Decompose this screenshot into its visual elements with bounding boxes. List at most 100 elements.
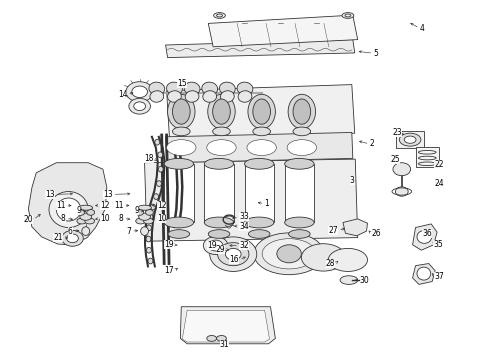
Ellipse shape <box>168 94 195 129</box>
Text: 26: 26 <box>371 229 381 238</box>
Ellipse shape <box>77 218 87 224</box>
Ellipse shape <box>220 91 234 102</box>
Ellipse shape <box>146 236 151 242</box>
Ellipse shape <box>289 230 310 238</box>
Ellipse shape <box>393 163 411 176</box>
Ellipse shape <box>82 227 90 235</box>
Text: 8: 8 <box>61 214 66 223</box>
Polygon shape <box>28 163 107 245</box>
Ellipse shape <box>158 152 163 158</box>
Ellipse shape <box>134 102 146 111</box>
Ellipse shape <box>417 230 432 243</box>
Ellipse shape <box>168 230 190 238</box>
Bar <box>396 131 424 148</box>
Ellipse shape <box>149 82 165 95</box>
Ellipse shape <box>150 204 155 210</box>
Ellipse shape <box>164 158 194 169</box>
Ellipse shape <box>138 205 151 210</box>
Ellipse shape <box>208 230 230 238</box>
Ellipse shape <box>80 213 92 220</box>
Text: 11: 11 <box>114 201 123 210</box>
Polygon shape <box>208 15 358 47</box>
Ellipse shape <box>342 13 354 18</box>
Ellipse shape <box>214 13 225 18</box>
Ellipse shape <box>208 94 235 129</box>
Ellipse shape <box>167 82 182 95</box>
Ellipse shape <box>225 248 241 260</box>
Ellipse shape <box>154 194 159 199</box>
Ellipse shape <box>79 205 93 210</box>
Bar <box>245 164 274 222</box>
Ellipse shape <box>202 82 218 95</box>
Ellipse shape <box>224 216 234 223</box>
Ellipse shape <box>126 82 153 102</box>
Ellipse shape <box>185 91 199 102</box>
Bar <box>164 164 194 222</box>
Ellipse shape <box>253 127 270 136</box>
Text: 12: 12 <box>100 201 109 210</box>
Ellipse shape <box>328 248 368 271</box>
Text: 9: 9 <box>134 206 139 215</box>
Ellipse shape <box>208 240 223 251</box>
Ellipse shape <box>238 91 252 102</box>
Text: 2: 2 <box>369 139 374 148</box>
Ellipse shape <box>157 181 162 186</box>
Ellipse shape <box>129 98 150 114</box>
Ellipse shape <box>404 136 416 143</box>
Ellipse shape <box>168 91 181 102</box>
Text: 34: 34 <box>239 222 249 231</box>
Polygon shape <box>413 224 437 250</box>
Text: 4: 4 <box>419 23 424 32</box>
Ellipse shape <box>62 230 83 246</box>
Ellipse shape <box>293 99 311 124</box>
Ellipse shape <box>245 158 274 169</box>
Polygon shape <box>180 307 275 344</box>
Ellipse shape <box>207 140 236 156</box>
Text: 29: 29 <box>216 245 225 253</box>
Text: 18: 18 <box>145 154 154 163</box>
Ellipse shape <box>184 82 200 95</box>
Bar <box>416 147 439 167</box>
Ellipse shape <box>301 244 345 271</box>
Ellipse shape <box>144 218 153 224</box>
Ellipse shape <box>148 214 153 220</box>
Ellipse shape <box>207 336 217 341</box>
Text: 12: 12 <box>157 201 166 210</box>
Text: 20: 20 <box>24 215 33 224</box>
Ellipse shape <box>417 267 431 280</box>
Ellipse shape <box>285 217 314 228</box>
Text: 1: 1 <box>265 199 270 208</box>
Text: 8: 8 <box>119 214 123 223</box>
Ellipse shape <box>340 276 358 284</box>
Text: 11: 11 <box>56 201 66 210</box>
Ellipse shape <box>148 258 153 264</box>
Ellipse shape <box>136 218 146 224</box>
Ellipse shape <box>247 140 276 156</box>
Text: 19: 19 <box>207 241 217 250</box>
Ellipse shape <box>288 94 316 129</box>
Text: 13: 13 <box>103 190 113 199</box>
Ellipse shape <box>254 233 324 275</box>
Polygon shape <box>145 159 358 241</box>
Ellipse shape <box>220 82 235 95</box>
Ellipse shape <box>395 187 408 196</box>
Polygon shape <box>343 219 368 236</box>
Ellipse shape <box>293 127 311 136</box>
Ellipse shape <box>136 210 144 215</box>
Text: 28: 28 <box>326 259 335 268</box>
Text: 6: 6 <box>68 227 73 236</box>
Polygon shape <box>167 85 355 139</box>
Ellipse shape <box>203 237 228 255</box>
Ellipse shape <box>248 230 270 238</box>
Ellipse shape <box>87 210 95 215</box>
Ellipse shape <box>139 213 150 220</box>
Text: 17: 17 <box>164 266 174 275</box>
Polygon shape <box>166 40 355 58</box>
Ellipse shape <box>132 86 147 98</box>
Text: 33: 33 <box>239 212 249 221</box>
Ellipse shape <box>204 217 234 228</box>
Ellipse shape <box>253 99 270 124</box>
Ellipse shape <box>167 140 196 156</box>
Bar <box>285 164 314 222</box>
Ellipse shape <box>85 218 95 224</box>
